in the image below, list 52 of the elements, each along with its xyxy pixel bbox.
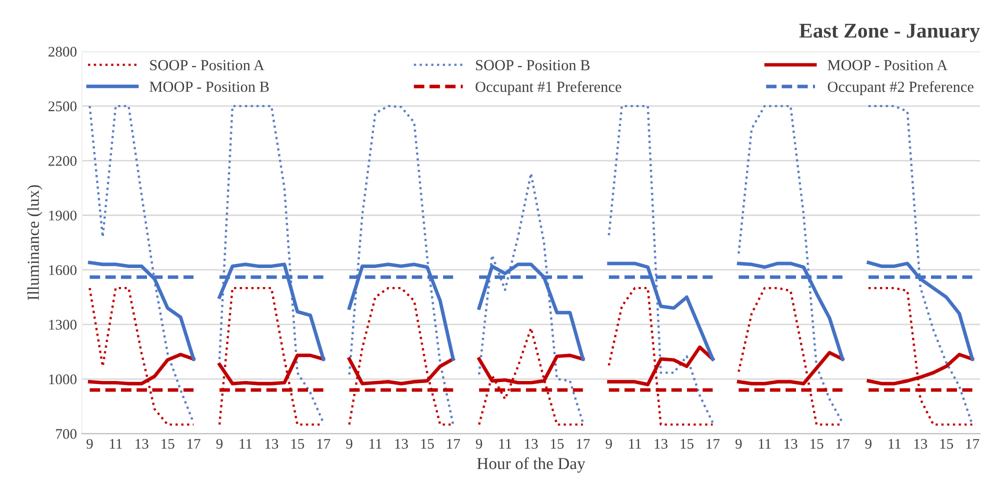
legend-label: SOOP - Position A	[150, 60, 264, 70]
y-tick-label: 1600	[49, 265, 77, 276]
x-tick-label: 15	[162, 439, 174, 449]
legend-label: MOOP - Position A	[828, 60, 948, 70]
x-tick-label: 15	[421, 439, 434, 449]
y-tick-label: 700	[56, 429, 77, 439]
x-tick-label: 11	[629, 439, 641, 449]
x-tick-label: 13	[395, 438, 408, 449]
x-tick-label: 9	[606, 438, 612, 449]
x-tick-label: 17	[706, 439, 720, 449]
x-tick-label: 9	[216, 438, 223, 449]
x-tick-label: 17	[317, 439, 330, 449]
y-tick-label: 2800	[48, 46, 77, 57]
x-tick-label: 11	[499, 439, 512, 449]
x-axis-title: Hour of the Day	[477, 457, 586, 473]
legend-label: SOOP - Position B	[476, 60, 590, 70]
x-tick-label: 13	[784, 438, 798, 449]
x-tick-label: 9	[346, 438, 352, 449]
x-tick-label: 13	[914, 438, 928, 449]
x-tick-label: 9	[736, 438, 742, 449]
x-tick-label: 11	[888, 439, 901, 449]
chart-title: East Zone - January	[799, 24, 980, 42]
x-tick-label: 11	[110, 439, 122, 449]
legend-label: Occupant #1 Preference	[476, 81, 622, 96]
x-tick-label: 11	[370, 439, 382, 449]
x-tick-label: 15	[550, 439, 564, 449]
x-tick-label: 17	[447, 439, 460, 449]
x-tick-label: 15	[291, 439, 304, 449]
x-tick-label: 13	[265, 438, 278, 449]
legend-label: MOOP - Position B	[150, 82, 269, 92]
y-tick-label: 2200	[48, 156, 77, 166]
x-tick-label: 9	[865, 438, 872, 449]
x-tick-label: 17	[188, 439, 200, 449]
x-tick-label: 17	[836, 439, 850, 449]
x-tick-label: 9	[86, 438, 93, 449]
x-tick-label: 9	[476, 438, 482, 449]
x-tick-label: 17	[576, 439, 590, 449]
x-tick-label: 17	[966, 439, 980, 449]
y-tick-label: 2500	[48, 101, 77, 112]
x-tick-label: 13	[524, 438, 538, 449]
x-tick-label: 13	[654, 438, 668, 449]
x-tick-label: 11	[758, 439, 771, 449]
x-tick-label: 13	[136, 438, 148, 449]
y-tick-label: 1000	[49, 374, 77, 384]
x-tick-label: 15	[680, 439, 694, 449]
y-tick-label: 1900	[49, 210, 77, 220]
legend-label: Occupant #2 Preference	[828, 81, 974, 96]
y-tick-label: 1300	[49, 320, 77, 330]
x-tick-label: 15	[940, 439, 954, 449]
x-tick-label: 15	[810, 439, 824, 449]
x-tick-label: 11	[240, 439, 252, 449]
y-axis-title: Illuminance (lux)	[27, 185, 42, 300]
